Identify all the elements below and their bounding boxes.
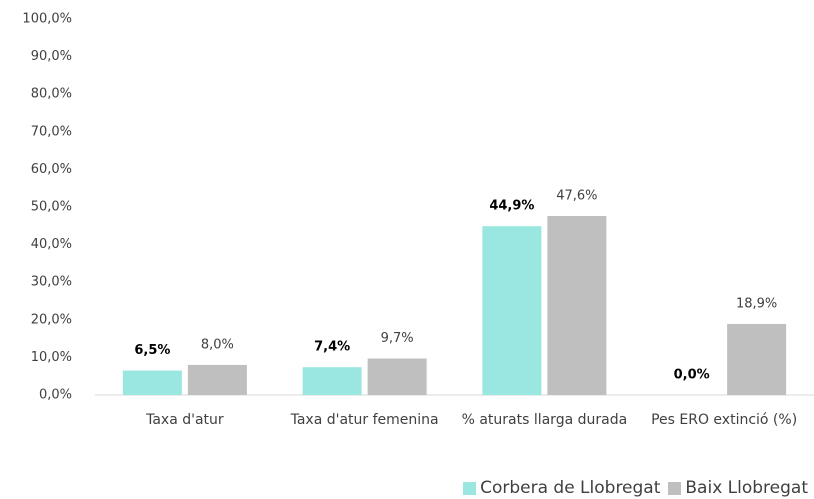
data-label: 6,5% [134,343,170,358]
data-label: 7,4% [314,340,350,355]
bar [727,323,787,395]
y-tick-label: 90,0% [31,49,72,64]
legend-label: Baix Llobregat [685,478,808,498]
legend-label: Corbera de Llobregat [480,478,661,498]
bar [482,226,542,395]
bar [302,367,362,395]
data-label: 44,9% [489,199,534,214]
y-tick-label: 10,0% [31,350,72,365]
bar [547,216,607,395]
bar [367,358,427,395]
y-tick-label: 80,0% [31,87,72,102]
data-label: 47,6% [556,189,597,204]
legend: Corbera de Llobregat Baix Llobregat [455,478,808,498]
x-tick-label: Pes ERO extinció (%) [651,412,798,428]
legend-swatch [668,481,682,495]
data-label: 18,9% [736,296,777,311]
data-label: 0,0% [674,368,710,383]
y-tick-label: 20,0% [31,312,72,327]
y-tick-label: 30,0% [31,275,72,290]
y-tick-label: 100,0% [22,12,72,27]
y-tick-label: 60,0% [31,162,72,177]
legend-swatch [463,481,477,495]
x-tick-label: Taxa d'atur [146,412,224,428]
data-label: 9,7% [381,331,414,346]
bar [122,370,182,395]
y-tick-label: 50,0% [31,200,72,215]
x-tick-label: % aturats llarga durada [461,412,628,428]
bar [187,364,247,395]
x-tick-label: Taxa d'atur femenina [290,412,439,428]
y-tick-label: 40,0% [31,237,72,252]
data-label: 8,0% [201,337,234,352]
y-tick-label: 0,0% [39,388,72,403]
y-tick-label: 70,0% [31,124,72,139]
